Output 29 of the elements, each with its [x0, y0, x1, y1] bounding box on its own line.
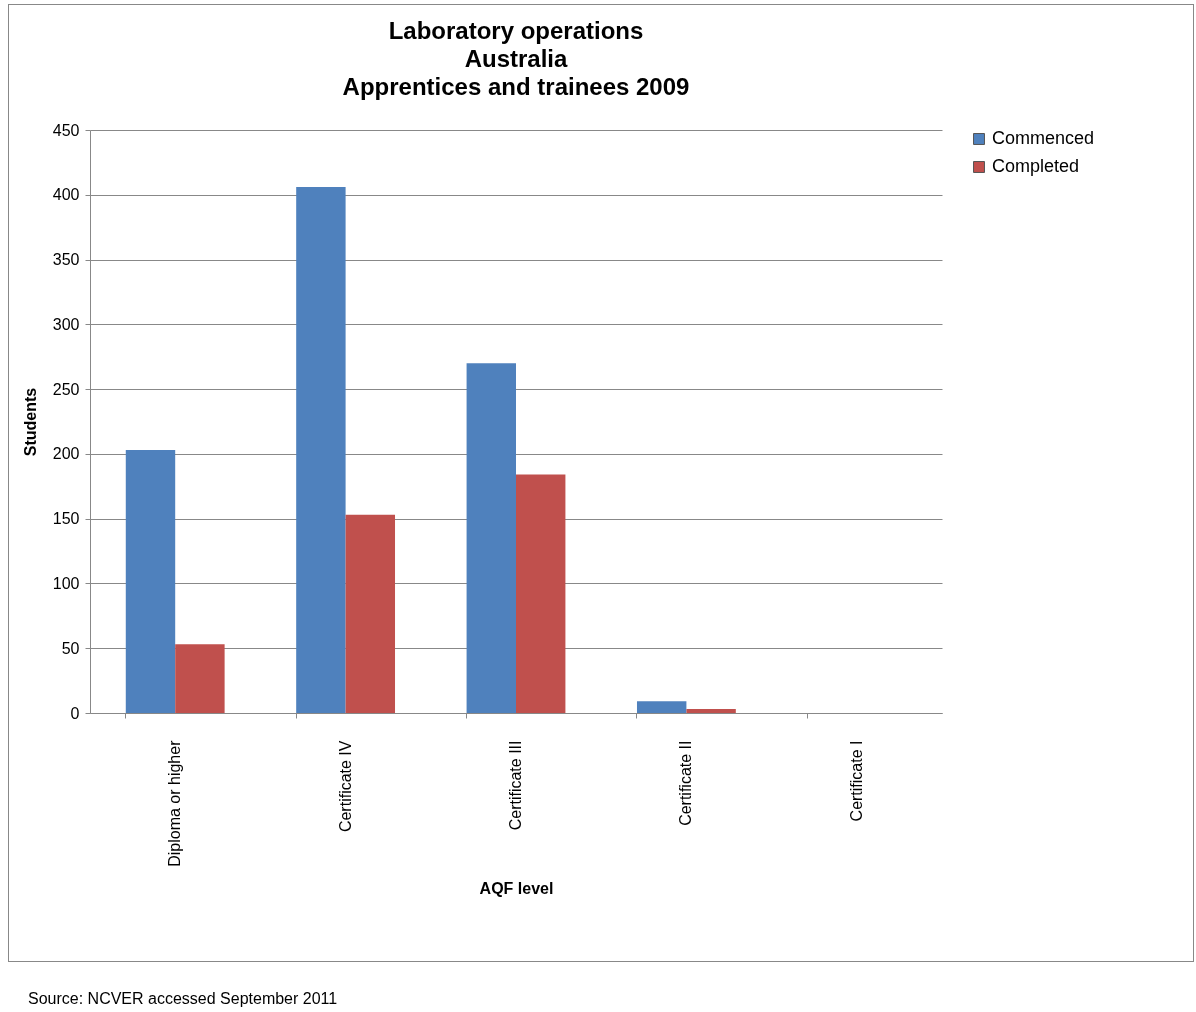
y-tick-label: 200 — [52, 445, 80, 463]
bar — [125, 450, 176, 713]
bar — [296, 187, 346, 713]
legend-label: Completed — [992, 156, 1080, 176]
x-axis-title: AQF level — [479, 879, 554, 897]
bar — [516, 474, 566, 713]
bar — [466, 363, 516, 713]
bar — [686, 709, 736, 713]
y-tick-label: 100 — [52, 574, 80, 592]
x-tick-label: Certificate III — [507, 740, 524, 831]
x-tick-label: Certificate II — [677, 740, 695, 826]
source-note: Source: NCVER accessed September 2011 — [28, 990, 338, 1008]
y-tick-label: 400 — [52, 186, 80, 204]
y-tick-label: 0 — [70, 704, 80, 722]
y-tick-label: 50 — [61, 639, 80, 657]
bar — [175, 644, 225, 713]
y-tick-label: 250 — [52, 380, 80, 398]
chart-title: Laboratory operations Australia Apprentices and trainees 2009 — [342, 17, 690, 100]
bar — [636, 701, 687, 713]
x-tick-label: Certificate IV — [336, 740, 354, 833]
y-axis-title: Students — [21, 387, 39, 457]
y-tick-label: 350 — [52, 251, 80, 269]
y-tick-label: 150 — [52, 510, 80, 528]
x-tick-label: Diploma or higher — [166, 739, 184, 867]
legend-label: Commenced — [992, 128, 1095, 148]
y-tick-label: 300 — [52, 315, 80, 333]
x-tick-label: Certificate I — [847, 740, 865, 822]
y-tick-label: 450 — [52, 121, 80, 139]
bar — [345, 514, 396, 713]
